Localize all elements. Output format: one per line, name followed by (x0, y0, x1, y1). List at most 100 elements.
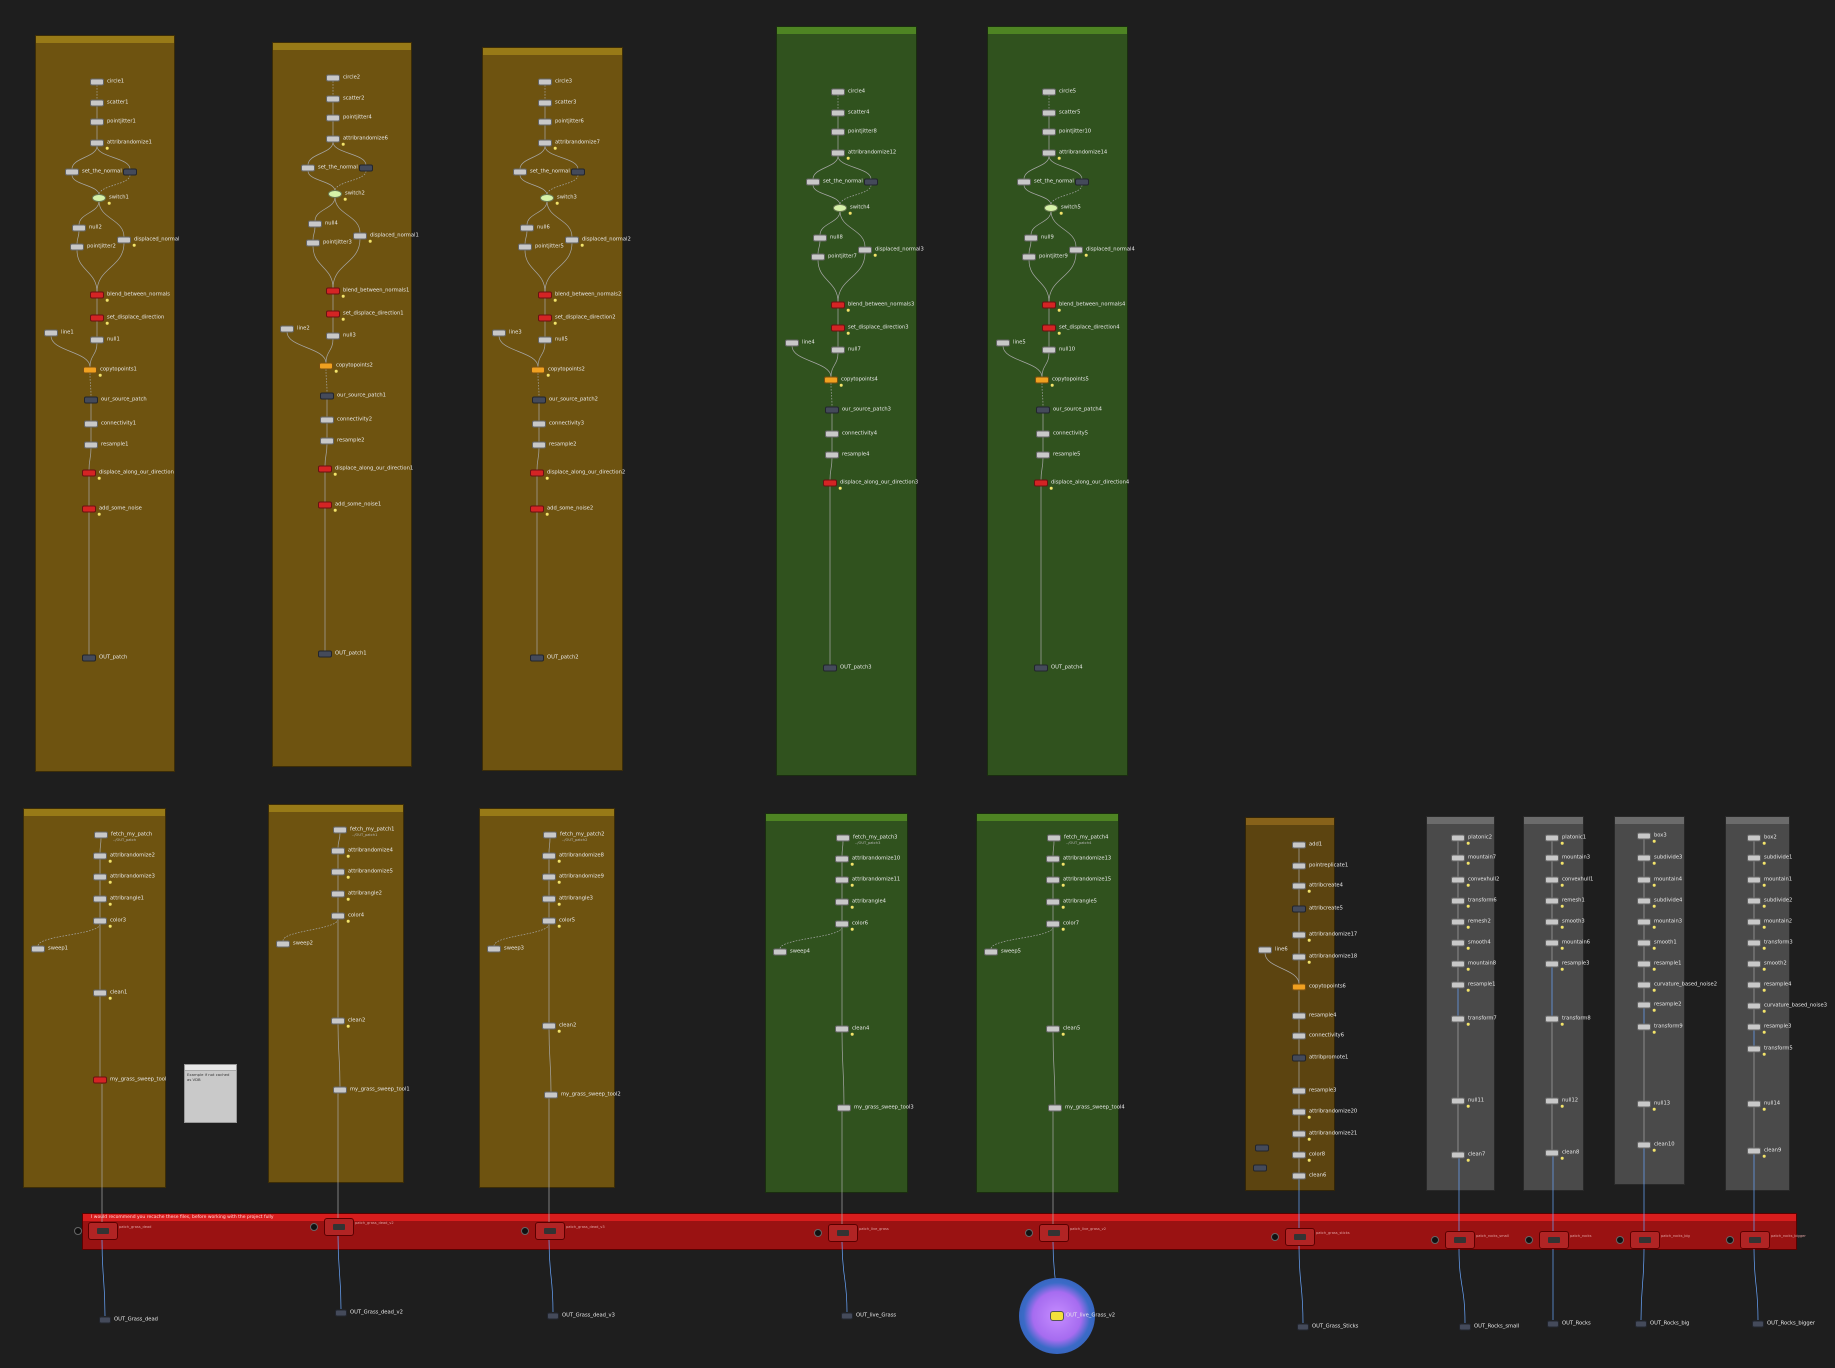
warning-network-box[interactable]: I would recommend you recache these file… (82, 1213, 1797, 1250)
displaced-node[interactable] (117, 236, 131, 244)
file-cache-node[interactable] (324, 1218, 354, 1236)
file-cache-node[interactable] (1740, 1231, 1770, 1249)
bypass-toggle-icon[interactable] (814, 1229, 822, 1237)
network-box-title-bar[interactable] (777, 27, 916, 34)
sop-node[interactable] (1637, 1001, 1651, 1009)
resample-node[interactable] (1036, 451, 1050, 459)
noise-node[interactable] (82, 505, 96, 513)
fetch-node[interactable] (333, 826, 347, 834)
output-node[interactable] (99, 1316, 111, 1324)
bypass-toggle-icon[interactable] (1271, 1233, 1279, 1241)
circle-node[interactable] (90, 78, 104, 86)
sop-node[interactable] (31, 945, 45, 953)
setnormal-node[interactable] (65, 168, 79, 176)
sop-node[interactable] (1255, 1144, 1269, 1152)
sop-node[interactable] (1545, 939, 1559, 947)
sop-node[interactable] (1637, 981, 1651, 989)
output-node[interactable] (1297, 1323, 1309, 1331)
displaced-node[interactable] (565, 236, 579, 244)
network-box[interactable] (776, 26, 917, 776)
null-node[interactable] (308, 220, 322, 228)
network-box-title-bar[interactable] (1524, 817, 1583, 824)
network-box[interactable] (272, 42, 412, 767)
output-node[interactable] (1635, 1320, 1647, 1328)
displaced-node[interactable] (353, 232, 367, 240)
copy-node[interactable] (531, 366, 545, 374)
output-node[interactable] (1547, 1320, 1559, 1328)
oursource-node[interactable] (532, 396, 546, 404)
sop-node[interactable] (1747, 960, 1761, 968)
sop-node[interactable] (571, 168, 585, 176)
sop-node[interactable] (93, 917, 107, 925)
sop-node[interactable] (1451, 854, 1465, 862)
sop-node[interactable] (1451, 834, 1465, 842)
sop-node[interactable] (1451, 897, 1465, 905)
sop-node[interactable] (837, 1104, 851, 1112)
pointjitter_b-node[interactable] (811, 253, 825, 261)
bypass-toggle-icon[interactable] (1431, 1236, 1439, 1244)
sop-node[interactable] (1545, 960, 1559, 968)
attrrand-node[interactable] (1042, 149, 1056, 157)
sop-node[interactable] (1747, 918, 1761, 926)
sop-node[interactable] (331, 868, 345, 876)
sop-node[interactable] (1451, 960, 1465, 968)
resample-node[interactable] (825, 451, 839, 459)
connectivity-node[interactable] (84, 420, 98, 428)
sop-node[interactable] (1292, 1108, 1306, 1116)
sop-node[interactable] (835, 876, 849, 884)
noise-node[interactable] (530, 505, 544, 513)
network-box[interactable] (1523, 816, 1584, 1191)
sop-node[interactable] (487, 945, 501, 953)
sop-node[interactable] (1637, 832, 1651, 840)
sop-node[interactable] (1292, 1130, 1306, 1138)
null-node[interactable] (72, 224, 86, 232)
network-box[interactable] (482, 47, 623, 771)
sop-node[interactable] (1747, 939, 1761, 947)
sticky-note[interactable]: Example if not cached as VDB (184, 1064, 237, 1123)
null_b-node[interactable] (1042, 346, 1056, 354)
oursource-node[interactable] (84, 396, 98, 404)
network-box[interactable] (479, 808, 615, 1188)
pointjitter-node[interactable] (326, 114, 340, 122)
resample-node[interactable] (84, 441, 98, 449)
attrrand-node[interactable] (90, 139, 104, 147)
sop-node[interactable] (542, 873, 556, 881)
line-node[interactable] (280, 325, 294, 333)
sop-node[interactable] (542, 1022, 556, 1030)
line-node[interactable] (996, 339, 1010, 347)
file-cache-node[interactable] (535, 1222, 565, 1240)
sop-node[interactable] (1046, 1025, 1060, 1033)
sop-node[interactable] (359, 164, 373, 172)
sop-node[interactable] (1292, 1151, 1306, 1159)
sop-node[interactable] (542, 917, 556, 925)
noise-node[interactable] (318, 501, 332, 509)
sticky-note-header[interactable] (185, 1065, 236, 1071)
file-cache-node[interactable] (1445, 1231, 1475, 1249)
setdisp-node[interactable] (538, 314, 552, 322)
network-box[interactable] (1725, 816, 1790, 1191)
network-box[interactable] (1614, 816, 1685, 1185)
sop-node[interactable] (1747, 1023, 1761, 1031)
attrrand-node[interactable] (831, 149, 845, 157)
setnormal-node[interactable] (513, 168, 527, 176)
network-box-title-bar[interactable] (1615, 817, 1684, 824)
file-cache-node[interactable] (1630, 1231, 1660, 1249)
sop-node[interactable] (1292, 841, 1306, 849)
out-node[interactable] (823, 664, 837, 672)
sop-node[interactable] (1747, 1100, 1761, 1108)
bypass-toggle-icon[interactable] (74, 1227, 82, 1235)
network-box-title-bar[interactable] (273, 43, 411, 50)
displaced-node[interactable] (858, 246, 872, 254)
sop-node[interactable] (542, 895, 556, 903)
displace-node[interactable] (530, 469, 544, 477)
sop-node[interactable] (1292, 931, 1306, 939)
sop-node[interactable] (1451, 1015, 1465, 1023)
null_b-node[interactable] (831, 346, 845, 354)
copy-node[interactable] (319, 362, 333, 370)
sop-node[interactable] (93, 989, 107, 997)
blend-node[interactable] (831, 301, 845, 309)
output-node-icon[interactable] (1050, 1311, 1064, 1321)
fetch-node[interactable] (836, 834, 850, 842)
warning-box-title-bar[interactable] (83, 1214, 1796, 1221)
sop-node[interactable] (1637, 1141, 1651, 1149)
